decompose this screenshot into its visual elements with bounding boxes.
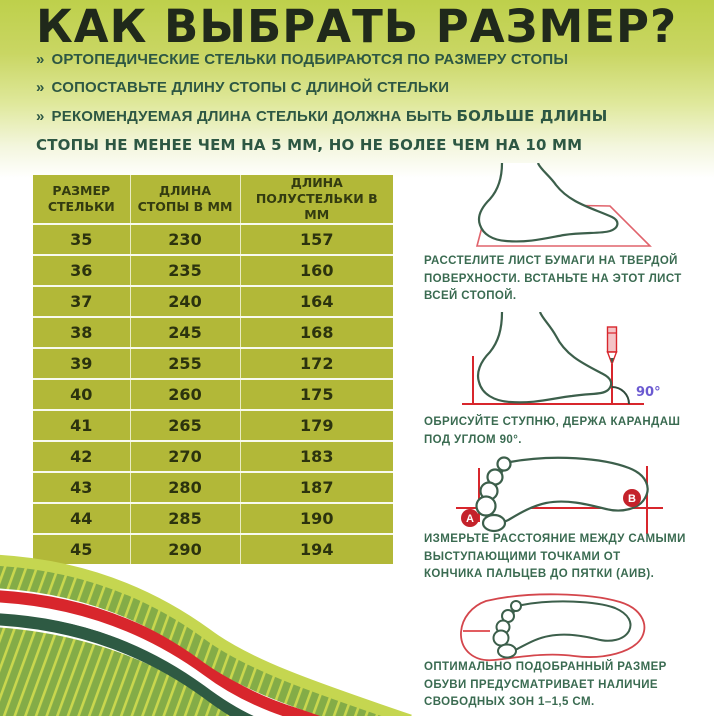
foot-on-paper-illustration [475, 163, 652, 247]
bullet-text: СОПОСТАВЬТЕ ДЛИНУ СТОПЫ С ДЛИНОЙ СТЕЛЬКИ [51, 79, 450, 96]
table-cell: 175 [239, 378, 393, 410]
table-row: 43 280 187 [33, 471, 393, 503]
size-table: РАЗМЕР СТЕЛЬКИ ДЛИНА СТОПЫ В ММ ДЛИНА ПО… [33, 175, 393, 564]
table-row: 42 270 183 [33, 440, 393, 472]
table-cell: 172 [239, 347, 393, 379]
table-row: 39 255 172 [33, 347, 393, 379]
bullet-marker: » [36, 51, 45, 68]
corner-hatched-area [0, 627, 242, 716]
size-table-body: 35 230 157 36 235 160 37 240 164 38 245 168 39 255 172… [33, 223, 393, 564]
yellow-green-stripe [0, 554, 412, 716]
dark-green-stripe [0, 613, 256, 716]
table-cell: 235 [129, 254, 240, 286]
angle-arc [611, 386, 630, 405]
point-b-badge: В [623, 489, 641, 507]
step1-caption: РАССТЕЛИТЕ ЛИСТ БУМАГИ НА ТВЕРДОЙ ПОВЕРХ… [424, 255, 682, 302]
footprint-in-insole-illustration [460, 593, 646, 662]
column-header-insole-size: РАЗМЕР СТЕЛЬКИ [47, 183, 115, 214]
table-cell: 290 [129, 533, 240, 564]
point-a-badge: А [461, 509, 479, 527]
bullet-text: ОРТОПЕДИЧЕСКИЕ СТЕЛЬКИ ПОДБИРАЮТСЯ ПО РА… [51, 51, 569, 68]
footprint-sole-outline [490, 456, 649, 524]
table-row: 40 260 175 [33, 378, 393, 410]
column-header-foot-length: ДЛИНА СТОПЫ В ММ [129, 175, 240, 224]
point-b-label: В [628, 493, 636, 505]
bullet-text-strong: БОЛЬШЕ ДЛИНЫ СТОПЫ НЕ МЕНЕЕ ЧЕМ НА 5 ММ,… [36, 107, 608, 154]
table-cell: 187 [239, 471, 393, 503]
table-cell: 160 [239, 254, 393, 286]
table-row: 44 285 190 [33, 502, 393, 534]
angle-90-label: 90° [636, 385, 661, 400]
header-gradient-band [0, 0, 714, 178]
table-cell: 280 [129, 471, 240, 503]
table-cell: 179 [239, 409, 393, 441]
foot-side-outline [477, 163, 619, 243]
footprint-toes [492, 600, 522, 659]
foot-with-pencil-illustration: 90° [462, 312, 661, 405]
table-cell: 194 [239, 533, 393, 564]
table-cell: 41 [33, 409, 130, 441]
table-row: 41 265 179 [33, 409, 393, 441]
table-cell: 183 [239, 440, 393, 472]
bullet-fit-by-foot-size: » ОРТОПЕДИЧЕСКИЕ СТЕЛЬКИ ПОДБИРАЮТСЯ ПО Р… [36, 46, 686, 74]
table-cell: 36 [33, 254, 130, 286]
table-cell: 260 [129, 378, 240, 410]
table-cell: 157 [239, 223, 393, 255]
table-cell: 38 [33, 316, 130, 348]
table-row: 45 290 194 [33, 533, 393, 564]
intro-bullet-list: » ОРТОПЕДИЧЕСКИЕ СТЕЛЬКИ ПОДБИРАЮТСЯ ПО Р… [36, 46, 686, 160]
table-row: 37 240 164 [33, 285, 393, 317]
step4-caption: ОПТИМАЛЬНО ПОДОБРАННЫЙ РАЗМЕР ОБУВИ ПРЕД… [424, 661, 667, 708]
table-row: 38 245 168 [33, 316, 393, 348]
table-cell: 35 [33, 223, 130, 255]
table-cell: 43 [33, 471, 130, 503]
table-cell: 168 [239, 316, 393, 348]
table-row: 35 230 157 [33, 223, 393, 255]
table-cell: 164 [239, 285, 393, 317]
column-header-half-insole-length: ДЛИНА ПОЛУСТЕЛЬКИ В ММ [239, 175, 393, 224]
table-cell: 40 [33, 378, 130, 410]
bullet-recommended-length: » РЕКОМЕНДУЕМАЯ ДЛИНА СТЕЛЬКИ ДОЛЖНА БЫТЬ… [36, 102, 686, 160]
bullet-marker: » [36, 108, 45, 125]
page-title: КАК ВЫБРАТЬ РАЗМЕР? [36, 0, 678, 53]
table-cell: 270 [129, 440, 240, 472]
point-a-label: А [466, 513, 474, 525]
table-cell: 39 [33, 347, 130, 379]
step3-caption: ИЗМЕРЬТЕ РАССТОЯНИЕ МЕЖДУ САМЫМИ ВЫСТУПА… [424, 533, 686, 580]
footprint-toes [475, 456, 512, 533]
decorative-waves [0, 554, 412, 716]
bullet-text-normal: РЕКОМЕНДУЕМАЯ ДЛИНА СТЕЛЬКИ ДОЛЖНА БЫТЬ [51, 108, 457, 125]
table-cell: 45 [33, 533, 130, 564]
pencil-icon [606, 326, 618, 366]
foot-side-outline [476, 312, 613, 404]
hatched-green-stripe [0, 564, 389, 716]
table-cell: 37 [33, 285, 130, 317]
table-header-row: РАЗМЕР СТЕЛЬКИ ДЛИНА СТОПЫ В ММ ДЛИНА ПО… [33, 175, 393, 224]
footprint-a-b-illustration: А В [456, 456, 663, 534]
table-cell: 230 [129, 223, 240, 255]
table-cell: 245 [129, 316, 240, 348]
red-stripe [0, 590, 326, 716]
table-row: 36 235 160 [33, 254, 393, 286]
bullet-compare-lengths: » СОПОСТАВЬТЕ ДЛИНУ СТОПЫ С ДЛИНОЙ СТЕЛЬК… [36, 74, 686, 102]
table-cell: 285 [129, 502, 240, 534]
table-cell: 265 [129, 409, 240, 441]
table-cell: 42 [33, 440, 130, 472]
table-cell: 240 [129, 285, 240, 317]
step2-caption: ОБРИСУЙТЕ СТУПНЮ, ДЕРЖА КАРАНДАШ ПОД УГЛ… [424, 416, 681, 446]
table-cell: 44 [33, 502, 130, 534]
bullet-marker: » [36, 79, 45, 96]
white-stripe [0, 603, 280, 716]
table-cell: 255 [129, 347, 240, 379]
table-cell: 190 [239, 502, 393, 534]
